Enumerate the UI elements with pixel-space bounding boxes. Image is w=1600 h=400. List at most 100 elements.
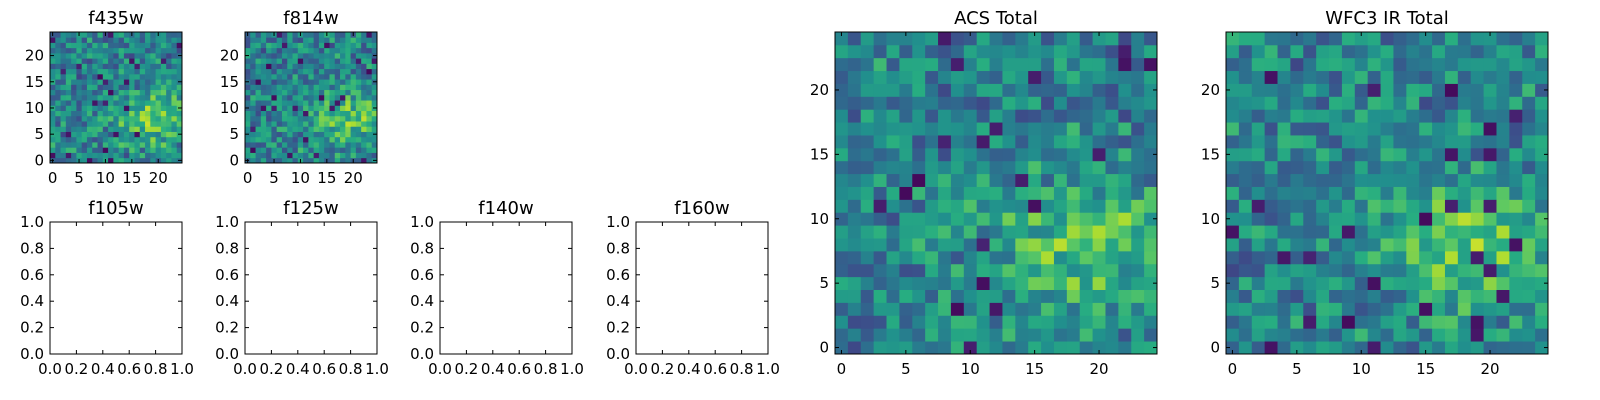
heatmap-cell [334,105,341,111]
heatmap-cell [276,131,283,138]
heatmap-cell [303,126,309,132]
heatmap-cell [1002,173,1016,187]
heatmap-cell [1226,32,1240,46]
heatmap-cell [276,126,283,132]
heatmap-cell [912,173,926,187]
heatmap-cell [102,84,109,91]
heatmap-cell [1144,83,1158,97]
y-tick-label: 5 [1210,274,1220,292]
heatmap-cell [1509,160,1523,175]
heatmap-cell [166,142,172,148]
heatmap-cell [1226,96,1240,110]
heatmap-cell [1483,70,1497,84]
heatmap-cell [260,110,267,117]
heatmap-cell [1105,302,1119,316]
heatmap-cell [1419,238,1433,252]
heatmap-cell [1251,122,1266,136]
heatmap-cell [1105,250,1119,265]
heatmap-cell [1144,32,1158,46]
heatmap-cell [266,157,272,164]
heatmap-cell [297,136,304,143]
heatmap-cell [145,136,151,143]
heatmap-cell [912,83,926,97]
heatmap-cell [1303,83,1317,97]
heatmap-cell [989,147,1003,162]
heatmap-cell [287,47,293,54]
heatmap-cell [1277,289,1291,303]
heatmap-cell [281,100,288,106]
heatmap-cell [303,100,309,106]
heatmap-cell [92,52,98,59]
heatmap-cell [65,94,72,101]
heatmap-cell [1226,186,1240,200]
heatmap-cell [123,79,130,85]
heatmap-cell [873,225,887,239]
heatmap-cell [76,115,83,122]
heatmap-cell [329,136,336,143]
heatmap-cell [250,52,256,59]
heatmap-cell [150,79,156,85]
heatmap-cell [340,42,346,49]
heatmap-cell [1470,186,1484,200]
heatmap-cell [92,73,98,80]
heatmap-cell [1483,96,1497,110]
heatmap-cell [1053,70,1068,84]
heatmap-cell [1444,238,1459,252]
heatmap-cell [313,152,320,159]
heatmap-cell [1354,276,1369,290]
heatmap-cell [134,32,141,38]
heatmap-cell [950,122,965,136]
heatmap-cell [303,63,309,70]
heatmap-cell [318,58,325,64]
heatmap-cell [245,121,251,127]
heatmap-cell [1028,186,1042,200]
heatmap-cell [938,109,952,123]
heatmap-cell [925,109,939,123]
heatmap-cell [303,47,309,54]
heatmap-cell [129,52,135,59]
heatmap-cell [1522,315,1536,329]
heatmap-cell [1419,328,1433,342]
heatmap-cell [1015,302,1029,316]
heatmap-cell [171,79,178,85]
heatmap-cell [1470,238,1484,252]
heatmap-cell [118,63,125,70]
heatmap-cell [1002,238,1016,252]
heatmap-cell [297,105,304,111]
heatmap-cell [292,63,299,70]
heatmap-cell [1406,225,1420,239]
heatmap-cell [334,58,341,64]
heatmap-cell [155,63,162,70]
heatmap-cell [371,147,378,153]
heatmap-cell [334,126,341,132]
heatmap-cell [1354,57,1369,72]
heatmap-cell [1226,289,1240,303]
heatmap-cell [266,136,272,143]
heatmap-cell [281,58,288,64]
heatmap-cell [118,58,125,64]
heatmap-cell [1432,83,1446,97]
heatmap-cell [873,109,887,123]
heatmap-cell [297,58,304,64]
heatmap-cell [1406,328,1420,342]
heatmap-cell [86,63,93,70]
heatmap-cell [1393,225,1407,239]
heatmap-cell [113,79,120,85]
heatmap-cell [1509,122,1523,136]
heatmap-cell [345,32,351,38]
heatmap-cell [1092,263,1106,278]
heatmap-cell [76,73,83,80]
heatmap-cell [86,131,93,138]
heatmap-cell [1079,173,1093,187]
heatmap-cell [1002,250,1016,265]
heatmap-cell [308,126,315,132]
heatmap-cell [60,32,67,38]
heatmap-cell [292,52,299,59]
heatmap-cell [155,73,162,80]
heatmap-cell [1419,57,1433,72]
heatmap-cell [71,105,77,111]
heatmap-cell [97,131,104,138]
heatmap-cell [1251,199,1266,213]
heatmap-cell [1290,147,1304,162]
heatmap-cell [60,157,67,164]
